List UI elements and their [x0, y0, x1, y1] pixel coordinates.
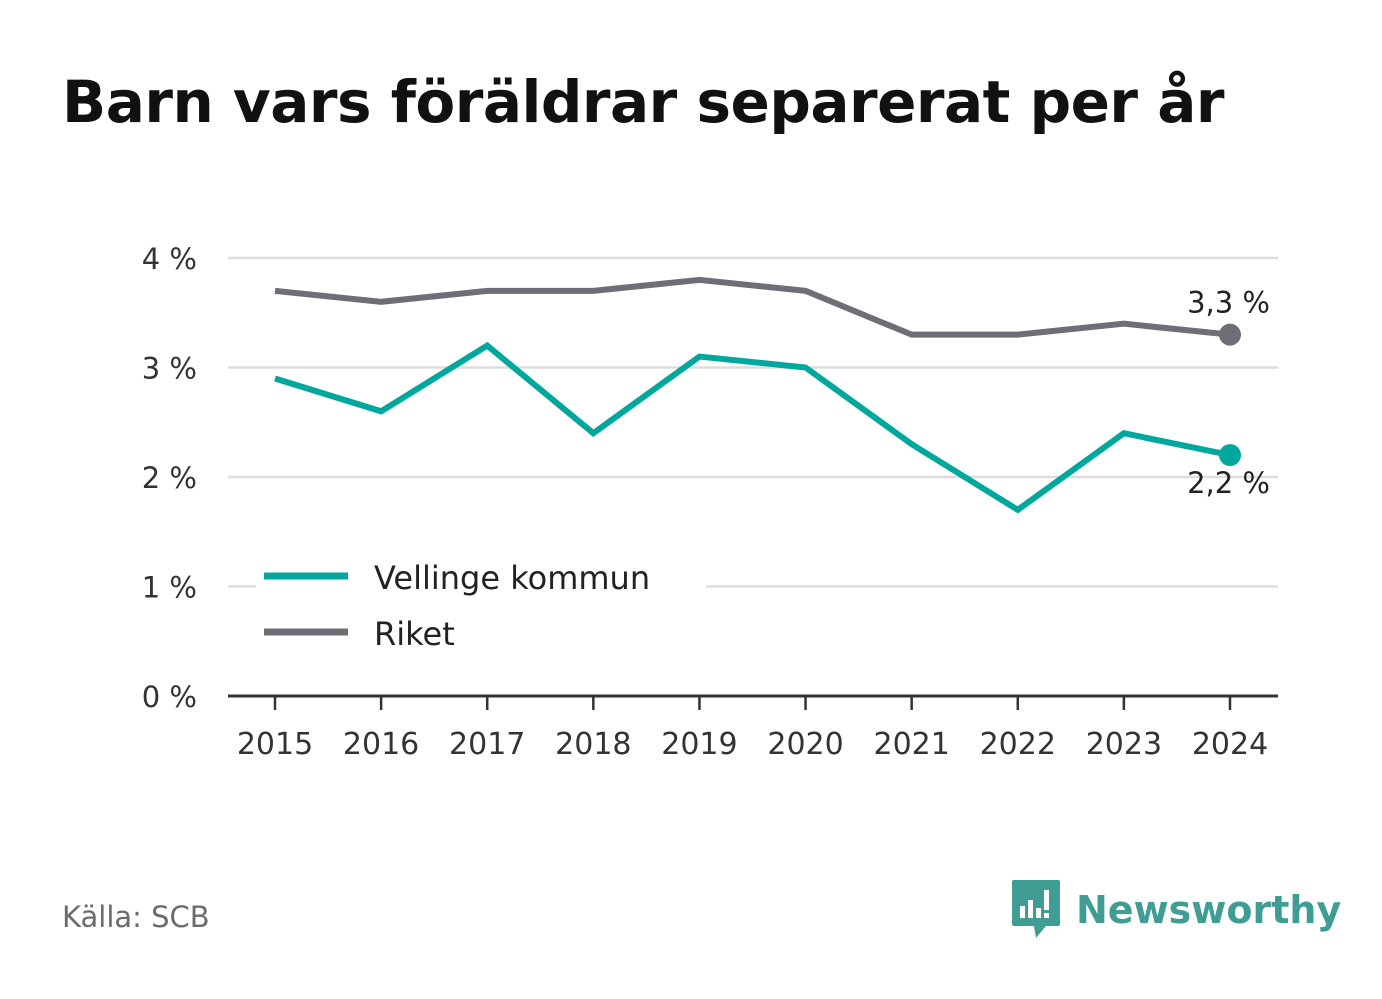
- legend-label: Riket: [374, 615, 455, 653]
- y-tick-label: 2 %: [142, 461, 197, 495]
- x-tick-label: 2021: [873, 727, 949, 762]
- brand-logo[interactable]: Newsworthy: [1010, 878, 1341, 942]
- series-line: [274, 341, 1231, 514]
- source-note: Källa: SCB: [62, 900, 210, 934]
- chart-title: Barn vars föräldrar separerat per år: [62, 68, 1224, 136]
- x-tick-label: 2018: [555, 727, 631, 762]
- x-tick-label: 2023: [1086, 727, 1162, 762]
- x-tick-label: 2015: [237, 727, 313, 762]
- end-value-label: 3,3 %: [1187, 286, 1270, 320]
- y-tick-label: 1 %: [142, 571, 197, 605]
- y-tick-label: 4 %: [142, 242, 197, 276]
- x-tick-label: 2019: [661, 727, 737, 762]
- end-value-label: 2,2 %: [1187, 466, 1270, 500]
- data-point: [1219, 323, 1241, 346]
- brand-name: Newsworthy: [1076, 888, 1342, 932]
- series-line: [274, 276, 1231, 338]
- x-tick-label: 2022: [980, 727, 1056, 762]
- x-tick-label: 2024: [1192, 727, 1268, 762]
- y-tick-label: 0 %: [142, 680, 197, 714]
- y-tick-label: 3 %: [142, 352, 197, 386]
- x-tick-label: 2017: [449, 727, 525, 762]
- x-tick-label: 2020: [767, 727, 843, 762]
- x-tick-label: 2016: [343, 727, 419, 762]
- data-point: [1219, 444, 1241, 467]
- legend-background: [256, 542, 706, 670]
- legend-label: Vellinge kommun: [374, 559, 650, 597]
- newsworthy-logo-icon: [1012, 880, 1060, 938]
